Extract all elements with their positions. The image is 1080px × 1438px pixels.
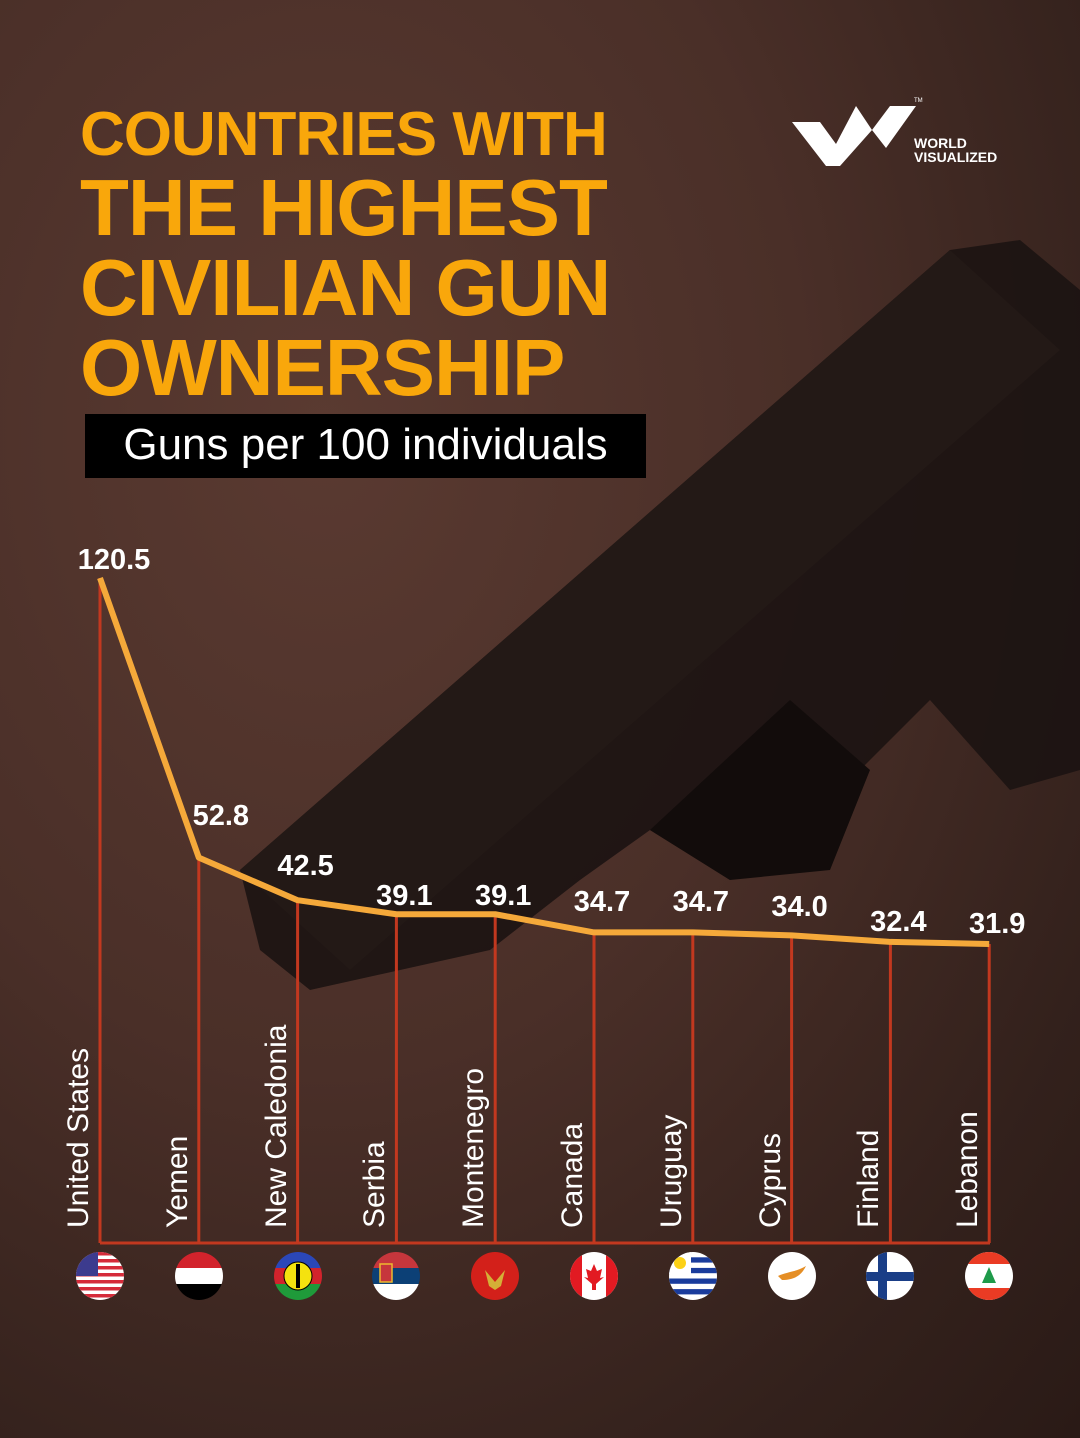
title-line-4: OWNERSHIP	[80, 323, 565, 412]
country-label: Montenegro	[457, 1067, 491, 1228]
finland-flag-icon	[866, 1252, 915, 1300]
value-label: 31.9	[968, 908, 1026, 940]
title-line-1: COUNTRIES WITH	[80, 100, 608, 169]
canada-flag-icon	[570, 1252, 618, 1300]
page-title: COUNTRIES WITH THE HIGHEST CIVILIAN GUN …	[80, 102, 680, 408]
trend-line	[97, 577, 990, 947]
value-label: 39.1	[474, 880, 532, 913]
lebanon-flag-icon	[965, 1252, 1014, 1300]
value-label: 42.5	[277, 850, 334, 883]
brand-line-2: VISUALIZED	[914, 149, 998, 165]
title-line-3: CIVILIAN GUN	[80, 243, 611, 332]
trademark: TM	[914, 98, 923, 104]
value-label: 52.8	[192, 799, 250, 832]
yemen-flag-icon	[174, 1252, 223, 1300]
value-label: 34.0	[771, 891, 828, 924]
brand-line-1: WORLD	[914, 135, 967, 151]
value-label: 34.7	[672, 886, 730, 919]
brand-name: WORLD VISUALIZED	[914, 136, 997, 164]
country-label: New Caledonia	[259, 1024, 293, 1228]
country-label: Canada	[556, 1122, 589, 1228]
country-label: Finland	[852, 1129, 886, 1228]
uruguay-flag-icon	[668, 1252, 717, 1300]
country-label: Cyprus	[753, 1132, 787, 1228]
montenegro-flag-icon	[471, 1252, 520, 1300]
subtitle-banner: Guns per 100 individuals	[85, 414, 646, 478]
value-label: 120.5	[77, 544, 151, 576]
cyprus-flag-icon	[767, 1252, 816, 1300]
pistol-illustration	[240, 240, 1080, 990]
title-line-2: THE HIGHEST	[80, 163, 608, 252]
value-label: 32.4	[870, 905, 927, 938]
us-flag-icon	[76, 1252, 124, 1300]
country-label: Uruguay	[654, 1114, 688, 1228]
country-label: United States	[62, 1047, 95, 1228]
new-caledonia-flag-icon	[273, 1252, 322, 1300]
value-label: 39.1	[376, 880, 433, 913]
country-label: Lebanon	[951, 1111, 985, 1228]
country-label: Yemen	[160, 1135, 194, 1228]
serbia-flag-icon	[372, 1252, 421, 1300]
world-visualized-logo-icon	[792, 106, 916, 166]
country-label: Serbia	[358, 1141, 392, 1228]
value-label: 34.7	[573, 886, 631, 919]
